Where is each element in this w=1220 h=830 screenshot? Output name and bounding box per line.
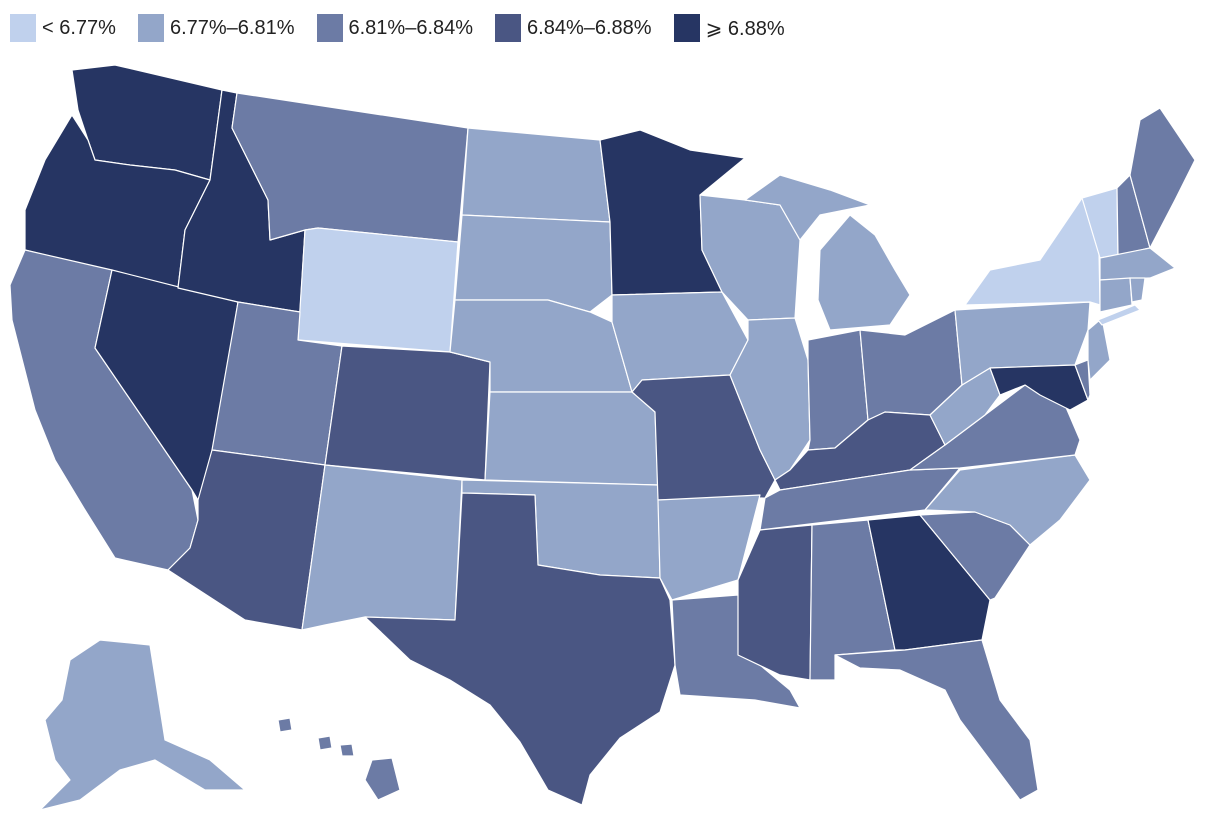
state-nc[interactable] bbox=[924, 454, 1091, 546]
legend-label-bin-0: < 6.77% bbox=[42, 16, 116, 39]
state-ri[interactable] bbox=[1129, 277, 1146, 303]
legend-swatch-bin-0 bbox=[10, 14, 36, 42]
state-ma[interactable] bbox=[1099, 247, 1176, 281]
legend-item-bin-0: < 6.77% bbox=[10, 14, 116, 42]
state-mi[interactable] bbox=[744, 174, 911, 331]
state-ks[interactable] bbox=[484, 391, 659, 486]
state-ar[interactable] bbox=[657, 494, 761, 601]
state-tx[interactable] bbox=[364, 492, 676, 806]
state-hi[interactable] bbox=[277, 717, 401, 801]
state-nd[interactable] bbox=[461, 127, 611, 223]
legend-label-bin-3: 6.84%–6.88% bbox=[527, 16, 652, 39]
legend-label-bin-4: ⩾ 6.88% bbox=[705, 17, 785, 40]
legend-label-bin-1: 6.77%–6.81% bbox=[169, 16, 295, 39]
state-ms[interactable] bbox=[737, 524, 813, 681]
state-fl[interactable] bbox=[834, 639, 1039, 801]
state-nj[interactable] bbox=[1087, 317, 1111, 381]
legend-label-bin-2: 6.81%–6.84% bbox=[348, 16, 474, 39]
legend-swatch-bin-1 bbox=[137, 14, 164, 42]
legend: < 6.77% 6.77%–6.81% 6.81%–6.84% 6.84%–6.… bbox=[10, 12, 807, 44]
state-wy[interactable] bbox=[297, 227, 459, 353]
legend-swatch-bin-2 bbox=[316, 14, 343, 42]
state-de[interactable] bbox=[1074, 359, 1091, 401]
legend-item-bin-2: 6.81%–6.84% bbox=[316, 14, 474, 42]
legend-item-bin-1: 6.77%–6.81% bbox=[137, 14, 295, 42]
state-ct[interactable] bbox=[1099, 277, 1133, 313]
state-nm[interactable] bbox=[301, 464, 463, 631]
legend-swatch-bin-4 bbox=[673, 14, 700, 42]
state-sd[interactable] bbox=[454, 214, 613, 313]
legend-swatch-bin-3 bbox=[495, 14, 522, 42]
state-co[interactable] bbox=[324, 345, 491, 481]
state-ak[interactable] bbox=[39, 639, 246, 811]
legend-item-bin-4: ⩾ 6.88% bbox=[673, 14, 785, 42]
legend-item-bin-3: 6.84%–6.88% bbox=[495, 14, 652, 42]
